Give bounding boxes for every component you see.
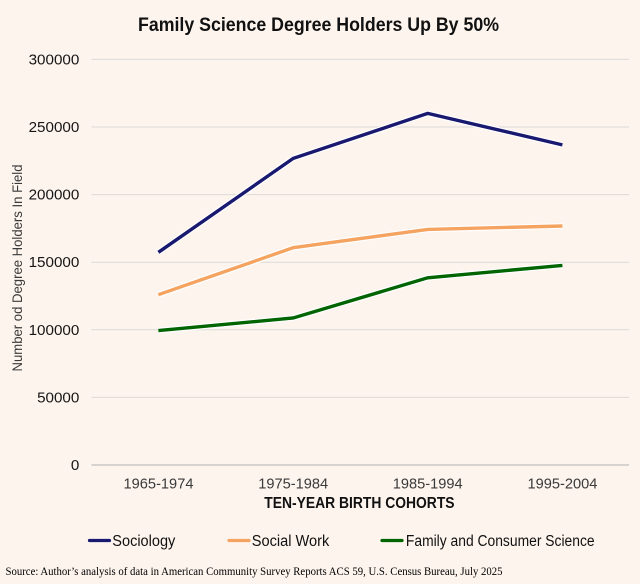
svg-text:300000: 300000 [29,51,80,68]
svg-text:1995-2004: 1995-2004 [527,475,597,492]
svg-text:Family and Consumer Science: Family and Consumer Science [406,533,595,550]
svg-text:100000: 100000 [29,322,80,339]
svg-text:Family Science Degree Holders: Family Science Degree Holders Up By 50% [138,15,499,36]
svg-text:Sociology: Sociology [112,533,175,550]
svg-text:Source: Author’s analysis of d: Source: Author’s analysis of data in Ame… [6,565,503,578]
svg-text:50000: 50000 [37,389,79,406]
svg-text:250000: 250000 [29,119,80,136]
svg-text:1985-1994: 1985-1994 [393,475,463,492]
svg-text:Number od Degree Holders In Fi: Number od Degree Holders In Field [10,165,25,372]
svg-text:TEN-YEAR BIRTH COHORTS: TEN-YEAR BIRTH COHORTS [264,495,455,512]
svg-text:150000: 150000 [29,254,80,271]
svg-text:200000: 200000 [29,187,80,204]
svg-text:1975-1984: 1975-1984 [258,475,328,492]
svg-text:1965-1974: 1965-1974 [124,475,194,492]
svg-text:0: 0 [71,457,79,474]
svg-text:Social Work: Social Work [252,533,330,550]
